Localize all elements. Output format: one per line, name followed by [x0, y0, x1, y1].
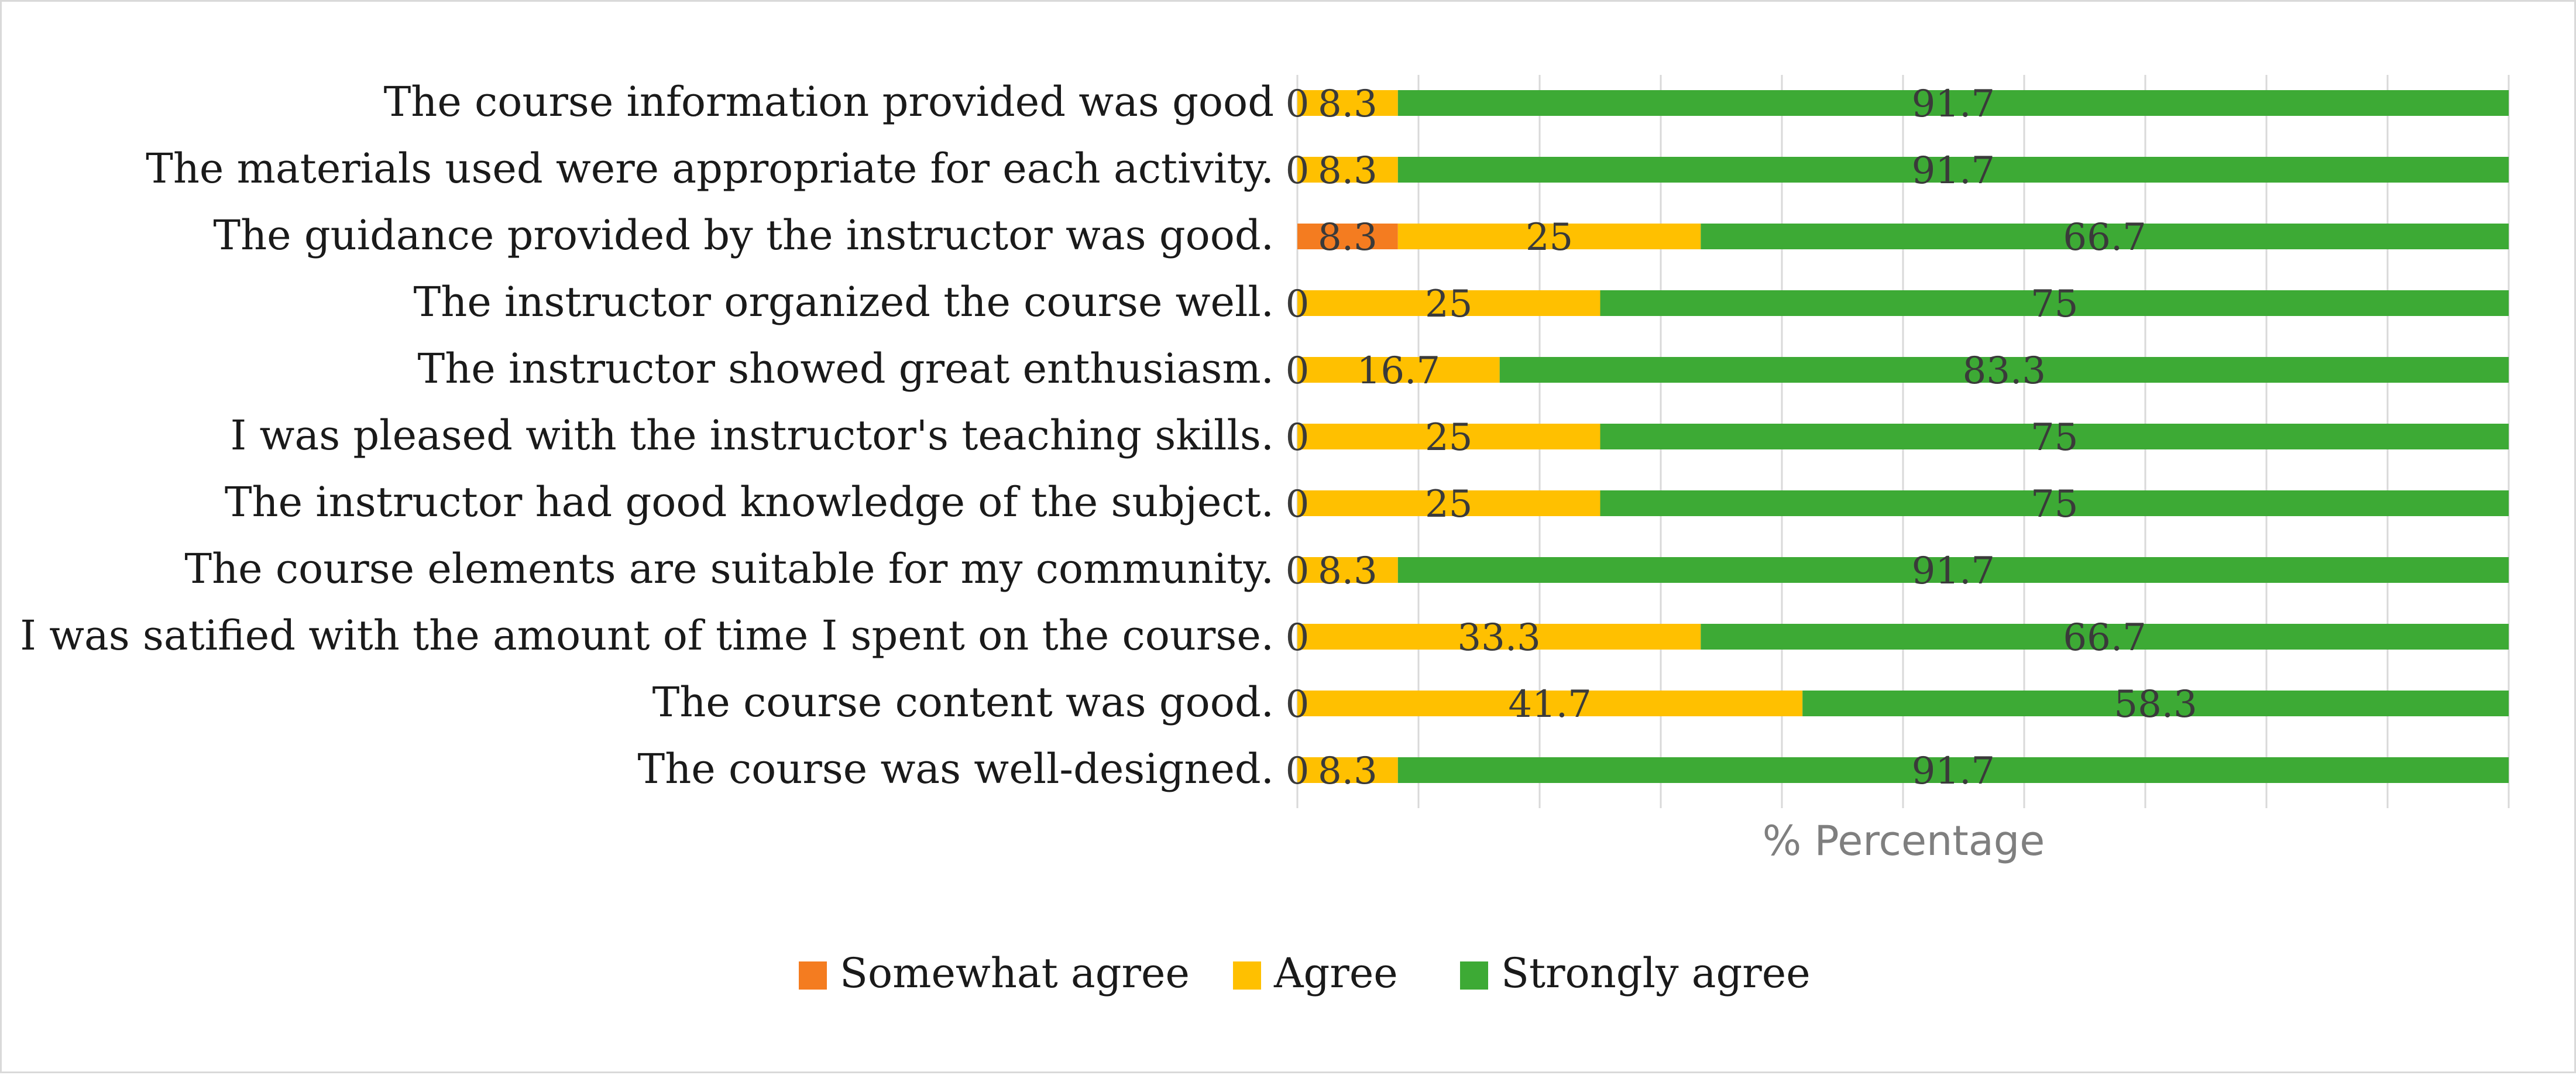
- category-labels: The course information provided was good…: [20, 78, 1274, 793]
- data-label: 91.7: [1912, 83, 1995, 126]
- data-label: 91.7: [1912, 549, 1995, 593]
- data-label: 0: [1286, 349, 1310, 393]
- data-label: 25: [1425, 416, 1472, 459]
- data-label: 83.3: [1963, 349, 2046, 393]
- data-label: 75: [2031, 283, 2078, 326]
- bar-segment-strongly-agree: [1701, 624, 2509, 650]
- bar-segment-agree: [1297, 424, 1600, 449]
- legend-label: Agree: [1273, 949, 1398, 997]
- data-label: 66.7: [2063, 616, 2146, 660]
- bar-segment-agree: [1297, 557, 1398, 583]
- legend: Somewhat agree Agree Strongly agree: [799, 949, 1811, 997]
- data-label: 8.3: [1318, 750, 1378, 793]
- category-label: The instructor showed great enthusiasm.: [418, 345, 1274, 393]
- data-label: 0: [1286, 416, 1310, 459]
- bar-segment-agree: [1297, 357, 1500, 383]
- category-label: The guidance provided by the instructor …: [213, 211, 1274, 259]
- data-label: 8.3: [1318, 149, 1378, 193]
- data-label: 25: [1526, 216, 1573, 259]
- data-label: 91.7: [1912, 750, 1995, 793]
- bar-segment-strongly-agree: [1600, 424, 2509, 449]
- data-label: 33.3: [1457, 616, 1541, 660]
- data-label: 0: [1286, 683, 1310, 726]
- data-label: 0: [1286, 750, 1310, 793]
- bar-segment-agree: [1297, 290, 1600, 316]
- category-label: The instructor had good knowledge of the…: [225, 478, 1274, 526]
- legend-swatch: [799, 961, 827, 990]
- legend-swatch: [1460, 961, 1488, 990]
- data-label: 25: [1425, 483, 1472, 526]
- category-label: The materials used were appropriate for …: [146, 145, 1274, 193]
- bar-segment-agree: [1397, 224, 1701, 249]
- legend-swatch: [1233, 961, 1261, 990]
- data-label: 41.7: [1508, 683, 1592, 726]
- category-label: I was pleased with the instructor's teac…: [231, 411, 1274, 459]
- data-label: 25: [1425, 283, 1472, 326]
- data-label: 75: [2031, 416, 2078, 459]
- legend-label: Somewhat agree: [840, 949, 1190, 997]
- bar-segment-agree: [1297, 624, 1701, 650]
- value-labels: 0 8.3 91.70 8.3 91.78.3 25 66.70 25 750 16.7 83.30…: [1286, 83, 2197, 793]
- data-label: 91.7: [1912, 149, 1995, 193]
- bar-segment-agree: [1297, 757, 1398, 783]
- data-label: 58.3: [2114, 683, 2197, 726]
- category-label: The course content was good.: [652, 678, 1274, 726]
- bar-segment-agree: [1297, 157, 1398, 183]
- category-label: The instructor organized the course well…: [414, 278, 1274, 326]
- category-label: The course information provided was good: [384, 78, 1274, 126]
- bar-segment-strongly-agree: [1701, 224, 2509, 249]
- category-label: The course elements are suitable for my …: [184, 545, 1274, 593]
- data-label: 16.7: [1357, 349, 1441, 393]
- bar-segment-strongly-agree: [1802, 691, 2509, 716]
- data-label: 66.7: [2063, 216, 2146, 259]
- bar-segment-strongly-agree: [1397, 157, 2509, 183]
- bar-segment-agree: [1297, 490, 1600, 516]
- bar-segment-somewhat-agree: [1297, 224, 1398, 249]
- data-label: 0: [1286, 483, 1310, 526]
- bar-segment-strongly-agree: [1600, 290, 2509, 316]
- category-label: The course was well-designed.: [638, 745, 1274, 793]
- data-label: 8.3: [1318, 83, 1378, 126]
- category-label: I was satified with the amount of time I…: [20, 612, 1274, 660]
- bar-segment-strongly-agree: [1499, 357, 2509, 383]
- bar-segment-strongly-agree: [1397, 90, 2509, 116]
- bar-segment-agree: [1297, 90, 1398, 116]
- bar-segment-strongly-agree: [1397, 557, 2509, 583]
- x-axis-title: % Percentage: [1763, 817, 2045, 865]
- bar-segment-strongly-agree: [1397, 757, 2509, 783]
- data-label: 75: [2031, 483, 2078, 526]
- bar-segment-agree: [1297, 691, 1803, 716]
- bar-segment-strongly-agree: [1600, 490, 2509, 516]
- data-label: 0: [1286, 83, 1310, 126]
- data-label: 8.3: [1318, 216, 1378, 259]
- data-label: 8.3: [1318, 549, 1378, 593]
- data-label: 0: [1286, 616, 1310, 660]
- legend-label: Strongly agree: [1501, 949, 1811, 997]
- bars: [1297, 90, 2509, 783]
- data-label: 0: [1286, 283, 1310, 326]
- data-label: 0: [1286, 149, 1310, 193]
- data-label: 0: [1286, 549, 1310, 593]
